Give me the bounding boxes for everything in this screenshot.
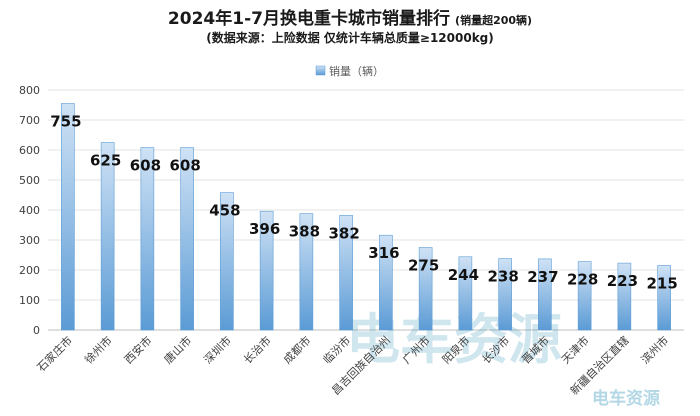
bar (220, 192, 234, 331)
bars (61, 103, 671, 331)
chart-title: 2024年1-7月换电重卡城市销量排行 (168, 8, 450, 29)
data-label: 223 (607, 272, 638, 290)
x-tick-label: 徐州市 (82, 333, 115, 366)
bar (418, 247, 433, 331)
y-tick-label: 100 (19, 294, 40, 307)
y-axis: 0 100 200 300 400 500 600 700 800 (19, 84, 40, 337)
watermark-corner-text: 电车资源 (592, 388, 660, 409)
y-tick-label: 400 (19, 204, 40, 217)
chart-title-note: (销量超200辆) (455, 13, 532, 27)
bar (577, 261, 592, 331)
chart-subtitle: (数据来源：上险数据 仅统计车辆总质量≥12000kg) (206, 30, 494, 45)
data-label: 625 (90, 152, 121, 170)
x-tick-label: 西安市 (121, 333, 154, 366)
bar (617, 262, 632, 331)
data-label: 608 (130, 157, 161, 175)
data-label: 388 (289, 223, 320, 241)
x-tick-label: 深圳市 (201, 333, 234, 366)
bar (259, 210, 274, 331)
bar (140, 147, 155, 331)
y-tick-label: 300 (19, 234, 40, 247)
y-tick-label: 0 (33, 324, 40, 337)
bar (100, 142, 115, 331)
bar (180, 147, 194, 331)
data-label: 608 (169, 157, 200, 175)
data-label: 382 (328, 224, 359, 242)
data-label: 237 (527, 268, 558, 286)
x-tick-label: 成都市 (280, 333, 313, 366)
y-tick-label: 700 (19, 114, 40, 127)
x-tick-label: 滨州市 (638, 333, 671, 366)
bar (458, 256, 473, 331)
data-label: 755 (50, 113, 81, 131)
chart-title-line: 2024年1-7月换电重卡城市销量排行 (销量超200辆) (168, 8, 532, 29)
y-tick-label: 500 (19, 174, 40, 187)
bar (379, 234, 393, 331)
data-label: 396 (249, 220, 280, 238)
bar (339, 215, 353, 331)
y-tick-label: 200 (19, 264, 40, 277)
data-label: 316 (368, 244, 399, 262)
x-tick-label: 唐山市 (161, 333, 194, 366)
legend: 销量（辆） (315, 64, 384, 78)
x-tick-label: 长治市 (241, 333, 274, 366)
legend-label: 销量（辆） (329, 64, 384, 78)
bar (498, 258, 512, 331)
y-tick-label: 800 (19, 84, 40, 97)
x-tick-label: 天津市 (559, 333, 592, 366)
bar (538, 258, 552, 331)
bar (657, 265, 671, 331)
data-label: 458 (209, 202, 240, 220)
bar (299, 213, 314, 331)
data-label: 215 (646, 275, 677, 293)
y-tick-label: 600 (19, 144, 40, 157)
data-label: 238 (487, 268, 518, 286)
data-label: 244 (448, 266, 479, 284)
data-label: 228 (567, 271, 598, 289)
legend-swatch (315, 65, 326, 76)
bar (61, 103, 75, 331)
data-labels: 755 625 608 608 458 396 388 382 316 275 244 238 237 2… (50, 113, 678, 293)
data-label: 275 (408, 257, 439, 275)
x-tick-label: 石家庄市 (34, 333, 75, 374)
